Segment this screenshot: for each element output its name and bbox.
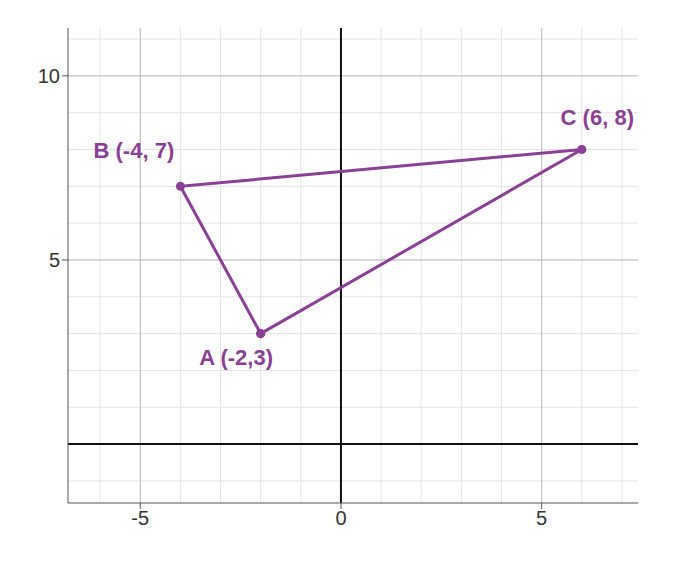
svg-text:5: 5 xyxy=(49,249,60,271)
svg-text:C (6, 8): C (6, 8) xyxy=(561,105,634,130)
svg-text:10: 10 xyxy=(38,65,60,87)
svg-text:5: 5 xyxy=(536,507,547,529)
svg-text:-5: -5 xyxy=(131,507,149,529)
svg-text:A (-2,3): A (-2,3) xyxy=(199,345,273,370)
svg-text:B (-4, 7): B (-4, 7) xyxy=(94,138,175,163)
svg-text:0: 0 xyxy=(335,507,346,529)
